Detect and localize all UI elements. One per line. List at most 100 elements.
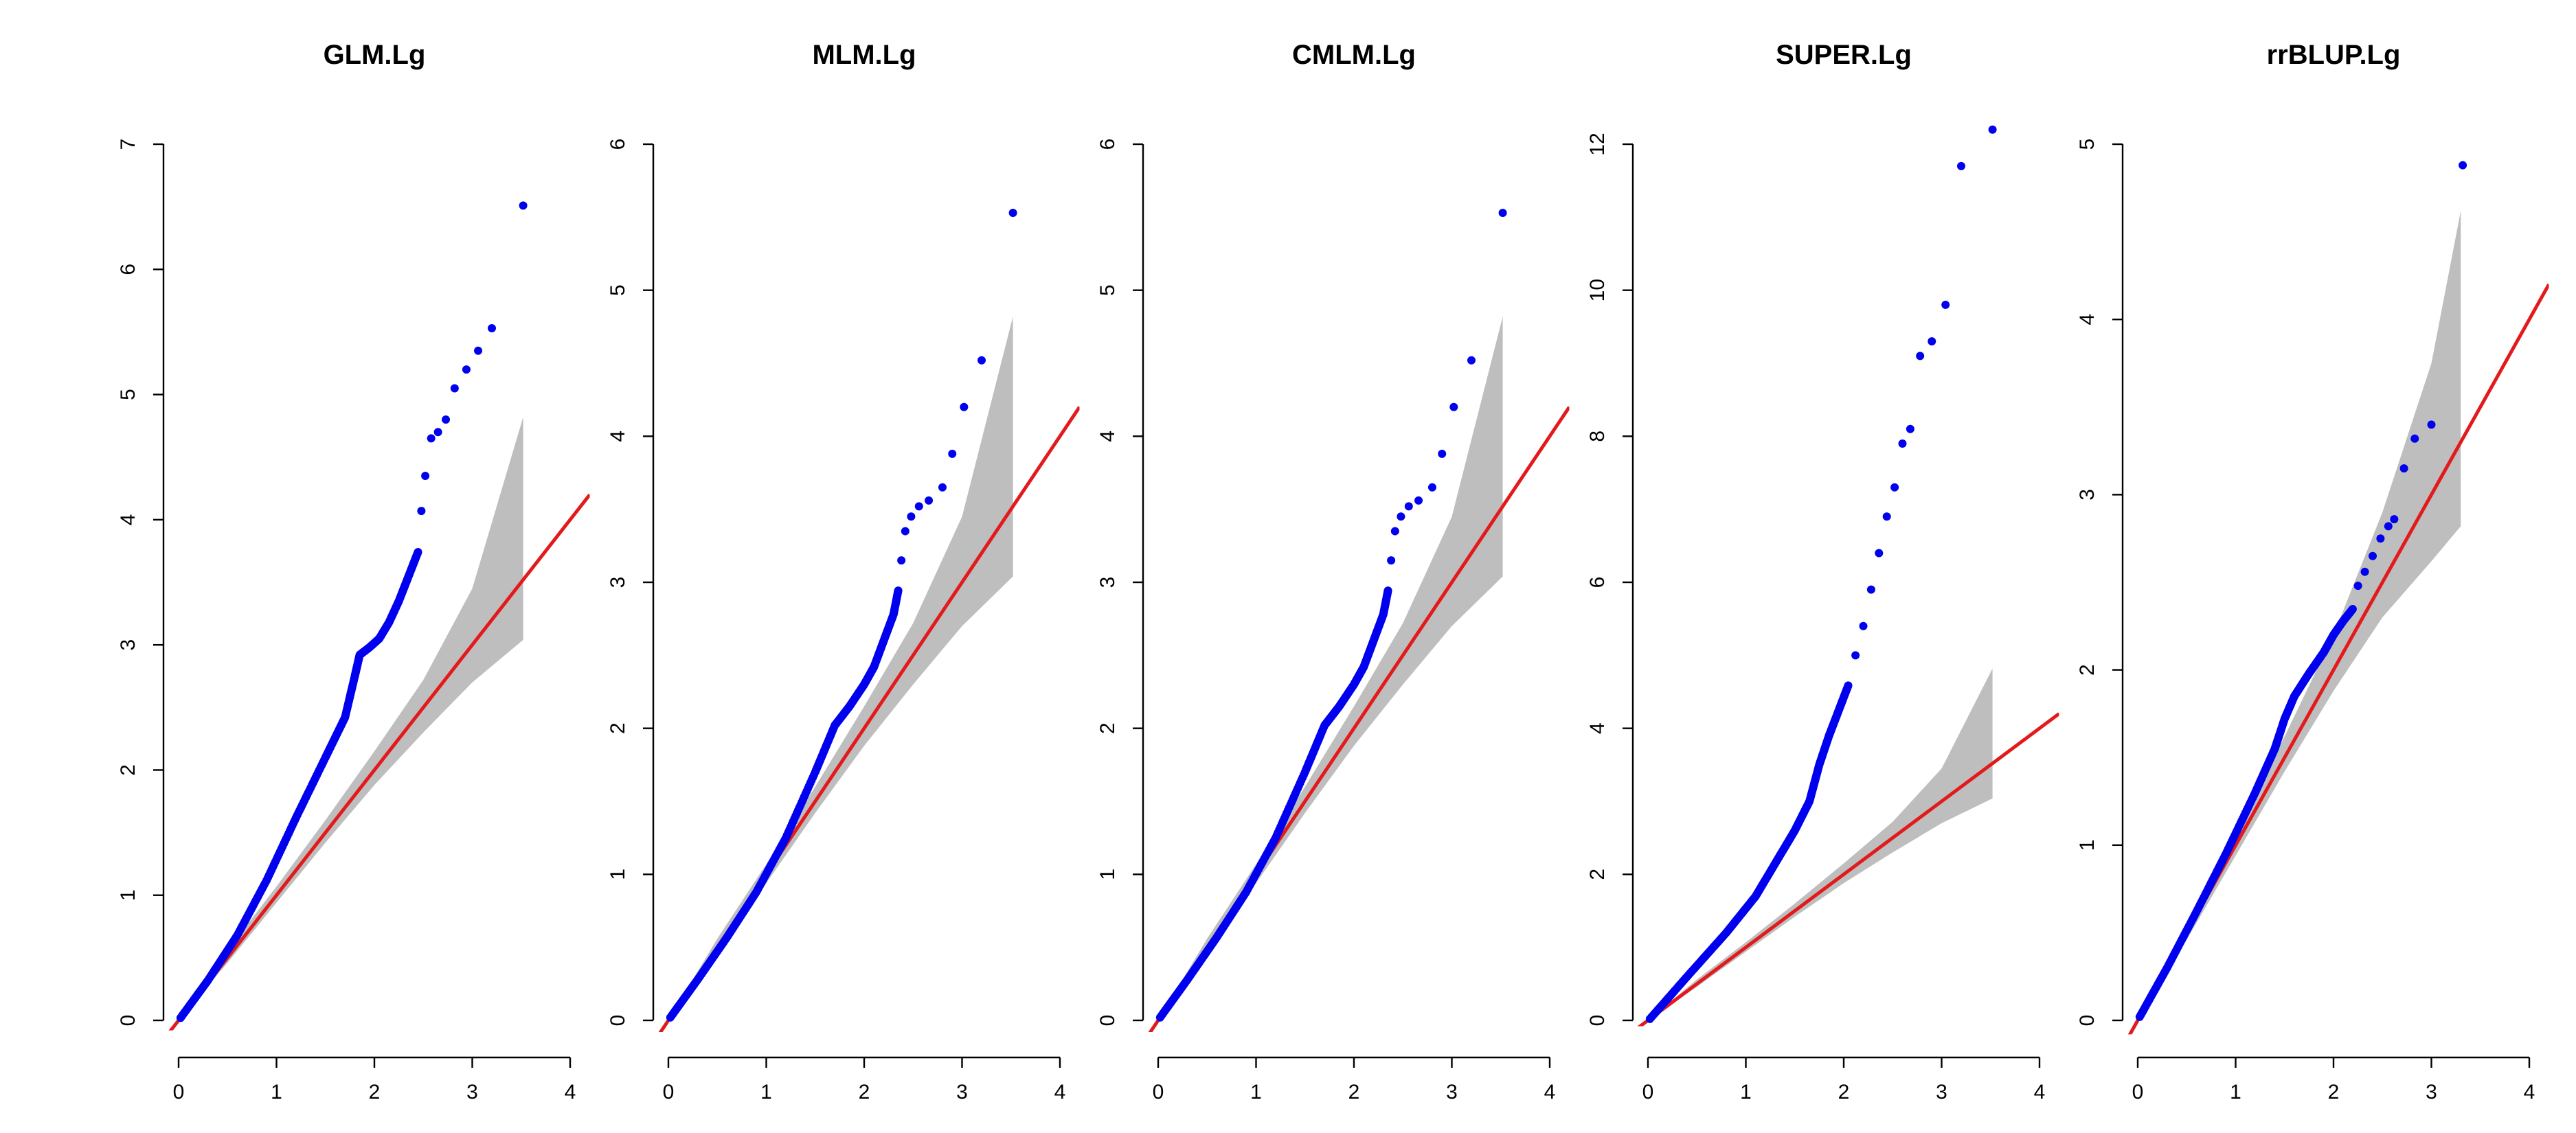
- qq-point: [1467, 356, 1476, 365]
- qq-panel-glm: GLM.Lg 0 1 2 3 4 0 1 2 3 4 5 6 7: [117, 40, 590, 1103]
- y-tick-label: 1: [117, 889, 139, 901]
- y-tick-label: 3: [607, 577, 629, 588]
- x-tick-label: 1: [2230, 1081, 2241, 1103]
- qq-point: [1438, 449, 1447, 458]
- qq-panel-cmlm: CMLM.Lg 0 1 2 3 4 0 1 2 3 4 5 6: [1096, 40, 1570, 1103]
- qq-panel-rrblup: rrBLUP.Lg 0 1 2 3 4 0 1 2 3 4 5: [2076, 40, 2549, 1103]
- qq-point: [519, 201, 528, 210]
- qq-point: [925, 496, 934, 505]
- x-tick-label: 2: [859, 1081, 870, 1103]
- qq-point: [1414, 496, 1423, 505]
- qq-point: [1898, 439, 1907, 448]
- y-tick-label: 0: [1096, 1015, 1119, 1027]
- y-tick-label: 3: [1096, 577, 1119, 588]
- y-tick-label: 0: [607, 1015, 629, 1027]
- qq-point: [2376, 534, 2385, 543]
- x-tick-label: 1: [760, 1081, 772, 1103]
- y-tick-label: 2: [117, 764, 139, 776]
- confidence-band: [1158, 316, 1503, 1020]
- qq-point: [1859, 621, 1868, 630]
- y-tick-label: 0: [117, 1015, 139, 1027]
- qq-point: [901, 527, 909, 536]
- qq-point: [1866, 585, 1875, 594]
- x-tick-label: 0: [2132, 1081, 2144, 1103]
- qq-point: [450, 384, 459, 393]
- panel-title: rrBLUP.Lg: [2267, 40, 2401, 70]
- qq-point: [1882, 512, 1891, 521]
- qq-point: [2410, 434, 2419, 443]
- x-tick-label: 2: [369, 1081, 381, 1103]
- qq-point: [2427, 420, 2436, 429]
- qq-point: [1875, 549, 1884, 558]
- qq-point: [894, 586, 903, 595]
- qq-point: [1404, 502, 1413, 511]
- x-tick-label: 4: [565, 1081, 576, 1103]
- qq-point: [1851, 651, 1860, 660]
- qq-point: [2369, 551, 2377, 560]
- x-tick-label: 3: [2426, 1081, 2437, 1103]
- x-tick-label: 4: [2034, 1081, 2046, 1103]
- y-tick-label: 0: [2076, 1015, 2099, 1027]
- y-tick-label: 1: [607, 869, 629, 880]
- y-tick-label: 6: [117, 264, 139, 275]
- qq-point: [414, 547, 422, 556]
- y-tick-label: 8: [1586, 431, 1609, 442]
- x-tick-label: 1: [1250, 1081, 1262, 1103]
- y-tick-label: 1: [1096, 869, 1119, 880]
- qq-point: [2399, 464, 2408, 473]
- confidence-band: [668, 316, 1013, 1020]
- observed-points: [1155, 208, 1507, 1022]
- qq-point: [1988, 125, 1997, 134]
- qq-point: [2384, 522, 2393, 531]
- observed-points: [176, 201, 528, 1022]
- y-tick-label: 4: [1096, 431, 1119, 442]
- y-tick-label: 2: [1586, 869, 1609, 880]
- y-tick-label: 5: [117, 389, 139, 400]
- x-tick-label: 0: [173, 1081, 185, 1103]
- y-tick-label: 0: [1586, 1015, 1609, 1027]
- y-tick-label: 3: [117, 639, 139, 651]
- qq-point: [1008, 208, 1017, 217]
- reference-line: [168, 493, 590, 1031]
- x-tick-label: 2: [2328, 1081, 2340, 1103]
- panel-title: GLM.Lg: [324, 40, 426, 70]
- y-tick-label: 5: [607, 284, 629, 296]
- qq-point: [1957, 161, 1965, 170]
- qq-point: [1390, 527, 1399, 536]
- qq-point: [1906, 424, 1914, 433]
- qq-point: [960, 402, 969, 411]
- qq-point: [1387, 556, 1396, 565]
- y-tick-label: 4: [1586, 722, 1609, 734]
- qq-point: [1941, 300, 1950, 309]
- qq-point: [2360, 567, 2369, 576]
- x-tick-label: 2: [1838, 1081, 1850, 1103]
- x-tick-label: 1: [1740, 1081, 1752, 1103]
- panel-title: MLM.Lg: [812, 40, 916, 70]
- qq-point: [938, 483, 947, 492]
- y-tick-label: 2: [1096, 722, 1119, 734]
- qq-point: [2353, 582, 2362, 591]
- y-tick-label: 12: [1586, 133, 1609, 155]
- y-tick-label: 4: [117, 514, 139, 526]
- x-tick-label: 3: [956, 1081, 968, 1103]
- panel-title: SUPER.Lg: [1776, 40, 1912, 70]
- x-tick-label: 3: [1446, 1081, 1458, 1103]
- qq-point: [1844, 681, 1853, 690]
- y-tick-label: 10: [1586, 279, 1609, 301]
- reference-line: [1637, 712, 2059, 1027]
- x-tick-label: 4: [2524, 1081, 2535, 1103]
- qq-point: [978, 356, 986, 365]
- qq-point: [442, 415, 451, 424]
- qq-point: [417, 507, 426, 516]
- x-tick-label: 4: [1054, 1081, 1066, 1103]
- qq-point: [2390, 515, 2399, 524]
- qq-point: [2459, 161, 2467, 170]
- y-tick-label: 4: [607, 431, 629, 442]
- qq-point: [1498, 208, 1507, 217]
- y-tick-label: 6: [1096, 139, 1119, 150]
- qq-panel-mlm: MLM.Lg 0 1 2 3 4 0 1 2 3 4 5 6: [607, 40, 1080, 1103]
- qq-point: [1397, 512, 1405, 521]
- x-tick-label: 3: [1936, 1081, 1947, 1103]
- qq-point: [914, 502, 923, 511]
